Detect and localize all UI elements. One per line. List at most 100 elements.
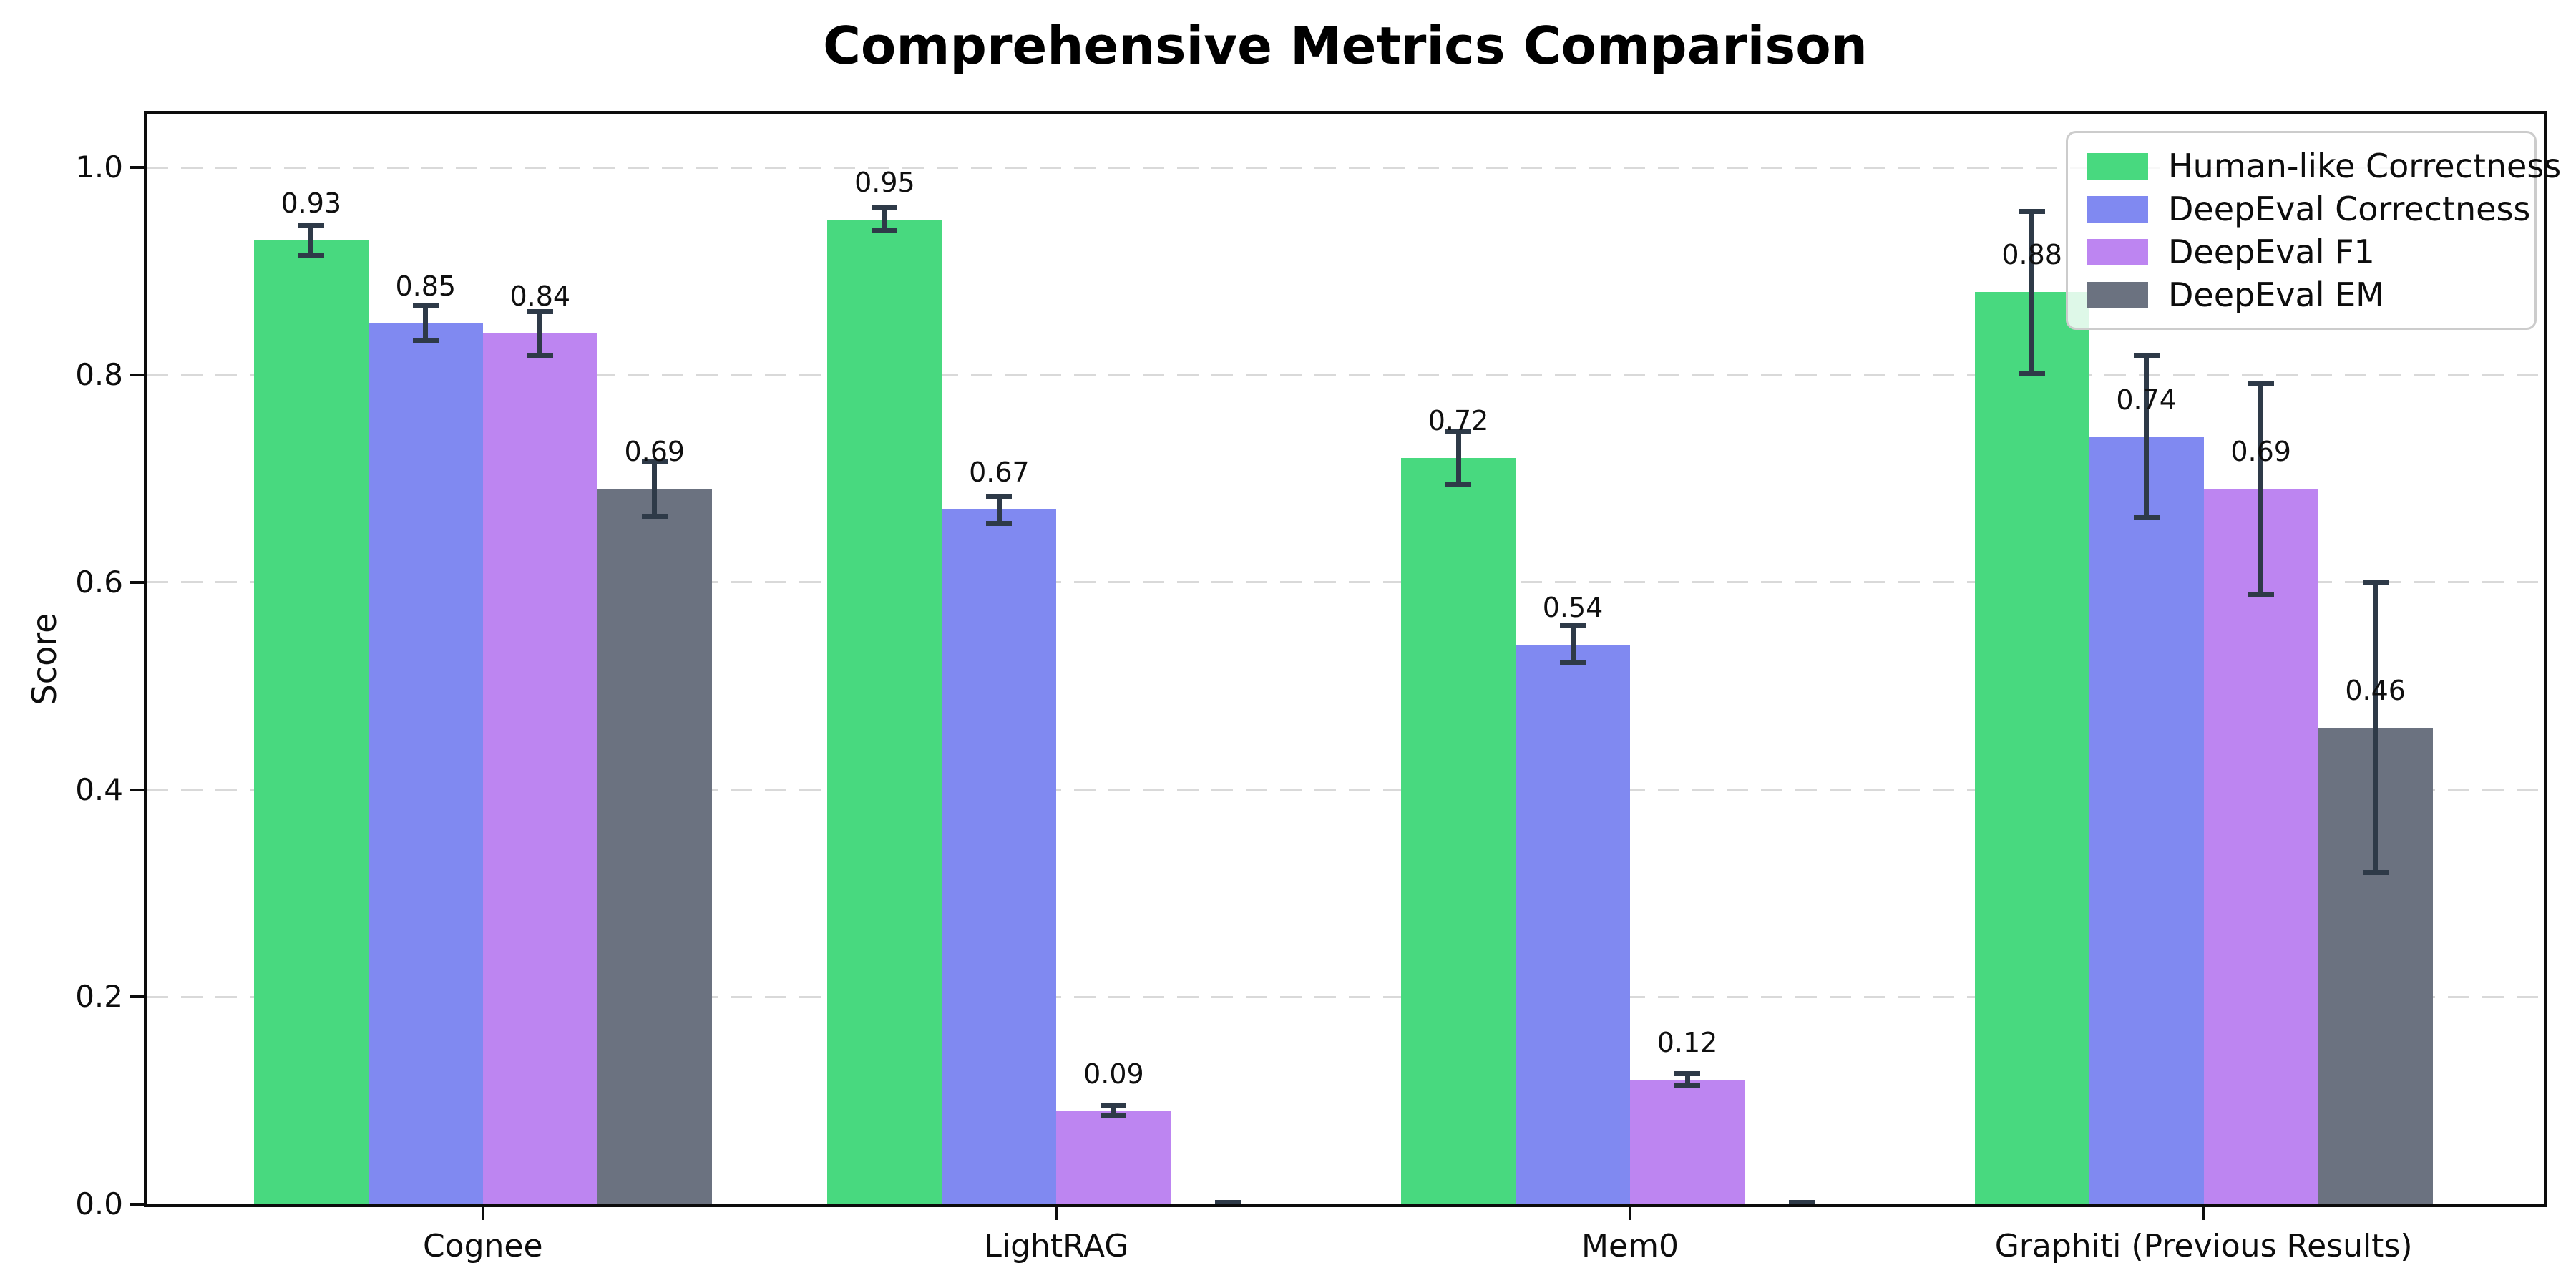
bar-deepeval-correctness-1 (942, 509, 1057, 1204)
error-bar (308, 225, 314, 256)
y-tick-mark (130, 374, 144, 377)
error-bar-cap (1560, 660, 1586, 666)
legend-swatch-icon (2087, 281, 2148, 308)
bar-value-label: 0.09 (1083, 1058, 1144, 1090)
gridline (147, 166, 2544, 169)
bar-value-label: 0.84 (509, 280, 571, 313)
left-spine (144, 111, 147, 1207)
legend-swatch-icon (2087, 152, 2148, 180)
gridline (147, 789, 2544, 791)
error-bar-cap (872, 228, 898, 234)
legend-item: DeepEval EM (2087, 273, 2520, 316)
bar-human-like-correctness-2 (1401, 457, 1516, 1204)
gridline (147, 581, 2544, 584)
legend: Human-like Correctness DeepEval Correctne… (2066, 131, 2561, 330)
gridline (147, 995, 2544, 998)
bar-value-label: 0.85 (395, 270, 457, 302)
bar-value-label: 0.88 (2001, 239, 2062, 271)
right-spine (2544, 111, 2547, 1207)
error-bar (652, 461, 658, 517)
error-bar-cap (2133, 353, 2160, 359)
bar-deepeval-f1-2 (1630, 1080, 1745, 1204)
legend-item: DeepEval F1 (2087, 230, 2520, 273)
bar-value-label: 0.74 (2116, 384, 2177, 416)
bar-value-label: 0.72 (1428, 404, 1489, 436)
bar-deepeval-correctness-0 (368, 323, 483, 1204)
x-tick-mark (1055, 1207, 1058, 1220)
bar-value-label: 0.69 (2230, 436, 2291, 468)
error-bar-cap (412, 303, 439, 308)
legend-swatch-icon (2087, 195, 2148, 223)
error-bar-cap (298, 222, 324, 228)
x-tick-mark (481, 1207, 484, 1220)
x-tick-label: LightRAG (984, 1228, 1129, 1264)
error-bar-cap (2362, 580, 2389, 585)
error-bar-cap (986, 494, 1013, 499)
bar-deepeval-f1-3 (2203, 489, 2318, 1204)
y-tick-label: 0.0 (75, 1186, 123, 1221)
y-tick-label: 1.0 (75, 150, 123, 185)
error-bar-cap (2133, 515, 2160, 521)
legend-swatch-icon (2087, 238, 2148, 265)
error-bar-cap (2019, 208, 2045, 214)
error-bar (537, 311, 543, 356)
error-bar-cap (986, 520, 1013, 526)
error-bar-cap (2362, 869, 2389, 875)
error-bar-cap (1674, 1083, 1700, 1089)
gridline (147, 374, 2544, 376)
y-tick-label: 0.8 (75, 357, 123, 393)
error-bar-cap (1445, 482, 1471, 488)
error-bar-cap (412, 338, 439, 343)
error-bar-cap (1674, 1070, 1700, 1076)
bar-value-label: 0.54 (1542, 591, 1604, 623)
bar-human-like-correctness-3 (1974, 292, 2089, 1204)
error-bar (1570, 625, 1576, 663)
legend-item: Human-like Correctness (2087, 145, 2561, 187)
top-spine (144, 111, 2547, 114)
error-bar-cap (527, 309, 553, 315)
error-bar-cap (1101, 1113, 1127, 1119)
error-bar (882, 208, 887, 231)
error-bar-cap (2019, 370, 2045, 376)
bar-value-label: 0.46 (2345, 674, 2406, 706)
x-tick-mark (1629, 1207, 1631, 1220)
bar-value-label: 0.67 (969, 457, 1030, 489)
y-tick-mark (130, 788, 144, 791)
bar-deepeval-f1-1 (1056, 1111, 1171, 1204)
error-bar-cap (1445, 428, 1471, 434)
y-tick-mark (130, 995, 144, 999)
x-tick-label: Mem0 (1581, 1228, 1679, 1264)
bar-value-label: 0.93 (280, 187, 342, 219)
error-bar (2144, 356, 2150, 518)
error-bar-cap (298, 253, 324, 258)
error-bar (1455, 431, 1461, 485)
error-bar-cap (1789, 1199, 1815, 1204)
bar-deepeval-f1-0 (482, 333, 597, 1204)
error-bar (1111, 1106, 1116, 1116)
plot-area: 0.93 0.95 0.72 0.88 0.85 0.67 0.54 0.74 0.84 0.09… (147, 114, 2544, 1204)
error-bar (1684, 1073, 1690, 1086)
legend-label: DeepEval EM (2168, 275, 2384, 314)
bar-value-label: 0.95 (854, 166, 915, 198)
error-bar (2258, 383, 2264, 595)
bar-human-like-correctness-1 (827, 219, 942, 1204)
error-bar-cap (1101, 1103, 1127, 1108)
legend-label: DeepEval F1 (2168, 233, 2375, 271)
legend-item: DeepEval Correctness (2087, 187, 2530, 230)
error-bar-cap (641, 514, 668, 520)
error-bar (996, 496, 1002, 524)
bar-deepeval-correctness-3 (2089, 437, 2204, 1204)
chart-title: Comprehensive Metrics Comparison (823, 16, 1868, 76)
bar-deepeval-em-0 (597, 489, 712, 1204)
y-tick-mark (130, 580, 144, 584)
bar-human-like-correctness-0 (253, 240, 369, 1204)
error-bar-cap (1215, 1199, 1241, 1204)
error-bar-cap (2248, 592, 2274, 597)
y-axis-label: Score (25, 613, 64, 706)
legend-label: DeepEval Correctness (2168, 190, 2531, 228)
error-bar-cap (527, 353, 553, 358)
bar-deepeval-correctness-2 (1516, 644, 1630, 1204)
error-bar (423, 306, 429, 341)
bar-value-label: 0.12 (1657, 1027, 1718, 1059)
